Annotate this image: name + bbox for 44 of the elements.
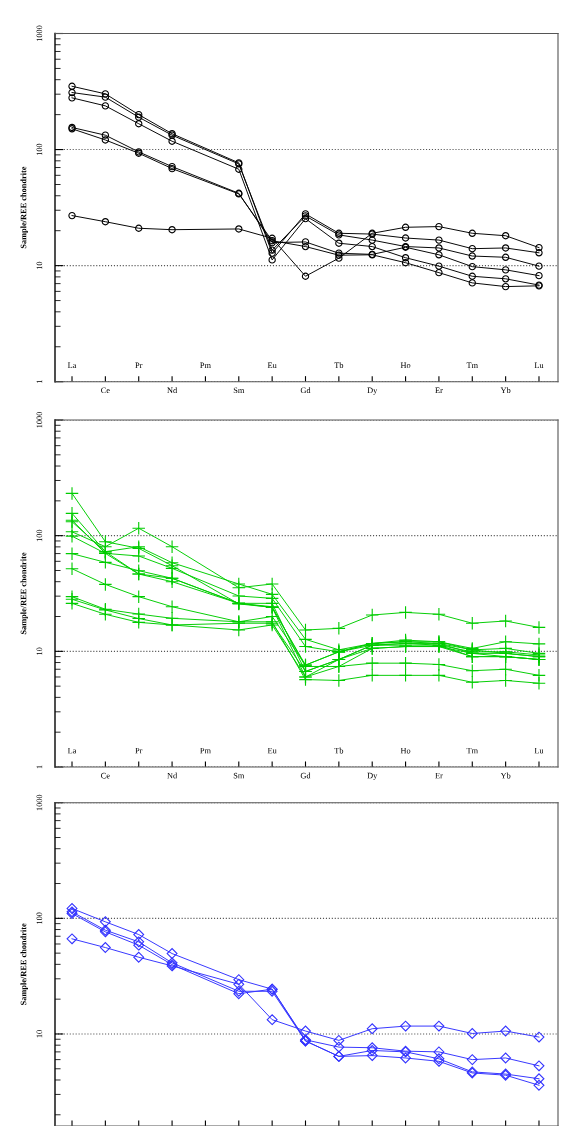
x-tick-label: Pr — [135, 362, 143, 369]
x-tick-label: Yb — [500, 387, 511, 394]
x-tick-label: Er — [435, 387, 443, 394]
x-tick-label: Tb — [334, 747, 344, 754]
x-tick-label: Nd — [167, 387, 178, 394]
x-tick-label: Ce — [101, 387, 110, 394]
x-tick-label: Tm — [466, 747, 478, 754]
y-tick-label: 10 — [36, 647, 43, 655]
x-tick-label: Eu — [267, 747, 277, 754]
y-tick-label: 1 — [36, 380, 43, 384]
y-axis-title: Sample/REE chondrite — [20, 166, 28, 249]
x-tick-label: Dy — [367, 387, 378, 395]
x-tick-label: Ho — [400, 747, 411, 754]
y-tick-label: 100 — [36, 529, 43, 542]
y-tick-label: 1000 — [36, 411, 43, 428]
x-tick-label: Ho — [400, 362, 411, 369]
x-tick-label: Dy — [367, 772, 378, 781]
x-tick-label: La — [67, 747, 77, 754]
x-tick-label: Gd — [300, 387, 311, 394]
y-tick-label: 100 — [36, 143, 43, 156]
y-tick-label: 1000 — [36, 25, 43, 42]
x-tick-label: Gd — [300, 772, 311, 779]
x-tick-label: Ce — [101, 772, 110, 779]
x-tick-label: Sm — [233, 387, 245, 394]
x-tick-label: Er — [435, 772, 443, 779]
x-tick-label: Sm — [233, 772, 245, 779]
x-tick-label: Tm — [466, 362, 478, 369]
y-tick-label: 1000 — [36, 794, 43, 811]
x-tick-label: Eu — [267, 362, 277, 369]
x-tick-label: Lu — [534, 362, 544, 369]
x-tick-label: La — [67, 362, 77, 369]
y-tick-label: 10 — [36, 1030, 43, 1038]
y-axis-title: Sample/REE chondrite — [20, 923, 28, 1005]
y-tick-label: 100 — [36, 912, 43, 924]
y-axis-title: Sample/REE chondrite — [20, 552, 28, 635]
y-tick-label: 10 — [36, 261, 43, 270]
x-tick-label: Nd — [167, 772, 178, 779]
y-tick-label: 1 — [36, 765, 43, 769]
x-tick-label: Pm — [200, 747, 211, 754]
x-tick-label: Lu — [534, 747, 544, 754]
x-tick-label: Pr — [135, 747, 143, 754]
x-tick-label: Tb — [334, 362, 344, 369]
x-tick-label: Pm — [200, 362, 211, 369]
x-tick-label: Yb — [500, 772, 511, 779]
